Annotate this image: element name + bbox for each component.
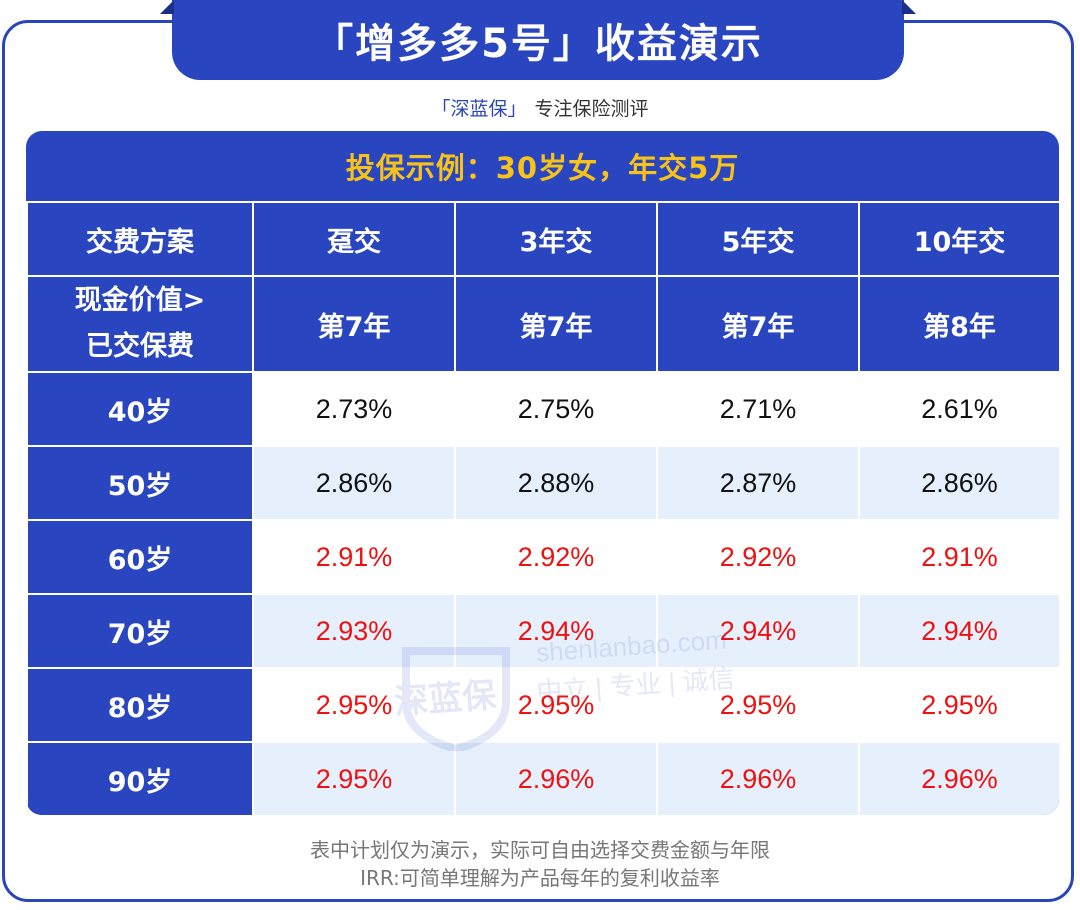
irr-cell: 2.94% (454, 593, 658, 669)
irr-cell: 2.91% (858, 519, 1059, 595)
breakeven-row: 现金价值> 已交保费 第7年 第7年 第7年 第8年 (26, 275, 1059, 373)
irr-cell: 2.86% (858, 445, 1059, 521)
irr-cell: 2.92% (656, 519, 860, 595)
breakeven-year: 第8年 (858, 275, 1059, 373)
irr-cell: 2.95% (858, 667, 1059, 743)
table-row: 60岁 2.91% 2.92% 2.92% 2.91% (26, 519, 1059, 595)
breakeven-year: 第7年 (252, 275, 456, 373)
age-label: 80岁 (26, 667, 254, 743)
irr-cell: 2.95% (656, 667, 860, 743)
breakeven-label: 现金价值> 已交保费 (26, 275, 254, 373)
irr-table: 交费方案 趸交 3年交 5年交 10年交 现金价值> 已交保费 第7年 第7年 … (26, 201, 1059, 815)
irr-table-card: 投保示例：30岁女，年交5万 交费方案 趸交 3年交 5年交 10年交 现金价值… (26, 131, 1059, 815)
subtitle-text: 专注保险测评 (534, 97, 649, 120)
irr-cell: 2.94% (656, 593, 860, 669)
irr-cell: 2.95% (252, 741, 456, 815)
age-label: 40岁 (26, 371, 254, 447)
irr-cell: 2.88% (454, 445, 658, 521)
table-row: 50岁 2.86% 2.88% 2.87% 2.86% (26, 445, 1059, 521)
plan-header: 10年交 (858, 201, 1059, 277)
irr-cell: 2.94% (858, 593, 1059, 669)
age-label: 90岁 (26, 741, 254, 815)
page-title: 「增多多5号」收益演示 (172, 0, 904, 80)
footnote-irr: IRR:可简单理解为产品每年的复利收益率 (360, 866, 720, 890)
irr-cell: 2.93% (252, 593, 456, 669)
irr-cell: 2.95% (454, 667, 658, 743)
irr-cell: 2.96% (858, 741, 1059, 815)
irr-cell: 2.92% (454, 519, 658, 595)
plan-header: 3年交 (454, 201, 658, 277)
breakeven-year: 第7年 (656, 275, 860, 373)
brand-name: 「深蓝保」 (431, 97, 527, 120)
age-label: 60岁 (26, 519, 254, 595)
table-row: 40岁 2.73% 2.75% 2.71% 2.61% (26, 371, 1059, 447)
irr-cell: 2.86% (252, 445, 456, 521)
breakeven-label-line2: 已交保费 (86, 331, 194, 362)
subtitle: 「深蓝保」 专注保险测评 (0, 92, 1080, 122)
irr-cell: 2.91% (252, 519, 456, 595)
irr-cell: 2.96% (454, 741, 658, 815)
table-row: 70岁 2.93% 2.94% 2.94% 2.94% (26, 593, 1059, 669)
table-row: 90岁 2.95% 2.96% 2.96% 2.96% (26, 741, 1059, 815)
irr-cell: 2.73% (252, 371, 456, 447)
footnote-plan: 表中计划仅为演示，实际可自由选择交费金额与年限 (310, 838, 770, 862)
irr-cell: 2.75% (454, 371, 658, 447)
irr-cell: 2.95% (252, 667, 456, 743)
irr-cell: 2.71% (656, 371, 860, 447)
header-row: 交费方案 趸交 3年交 5年交 10年交 (26, 201, 1059, 277)
age-label: 70岁 (26, 593, 254, 669)
breakeven-label-line1: 现金价值> (74, 285, 206, 316)
irr-cell: 2.96% (656, 741, 860, 815)
age-label: 50岁 (26, 445, 254, 521)
table-row: 80岁 2.95% 2.95% 2.95% 2.95% (26, 667, 1059, 743)
irr-cell: 2.87% (656, 445, 860, 521)
example-banner: 投保示例：30岁女，年交5万 (345, 151, 740, 185)
plan-header: 趸交 (252, 201, 456, 277)
irr-cell: 2.61% (858, 371, 1059, 447)
header-label: 交费方案 (26, 201, 254, 277)
plan-header: 5年交 (656, 201, 860, 277)
breakeven-year: 第7年 (454, 275, 658, 373)
